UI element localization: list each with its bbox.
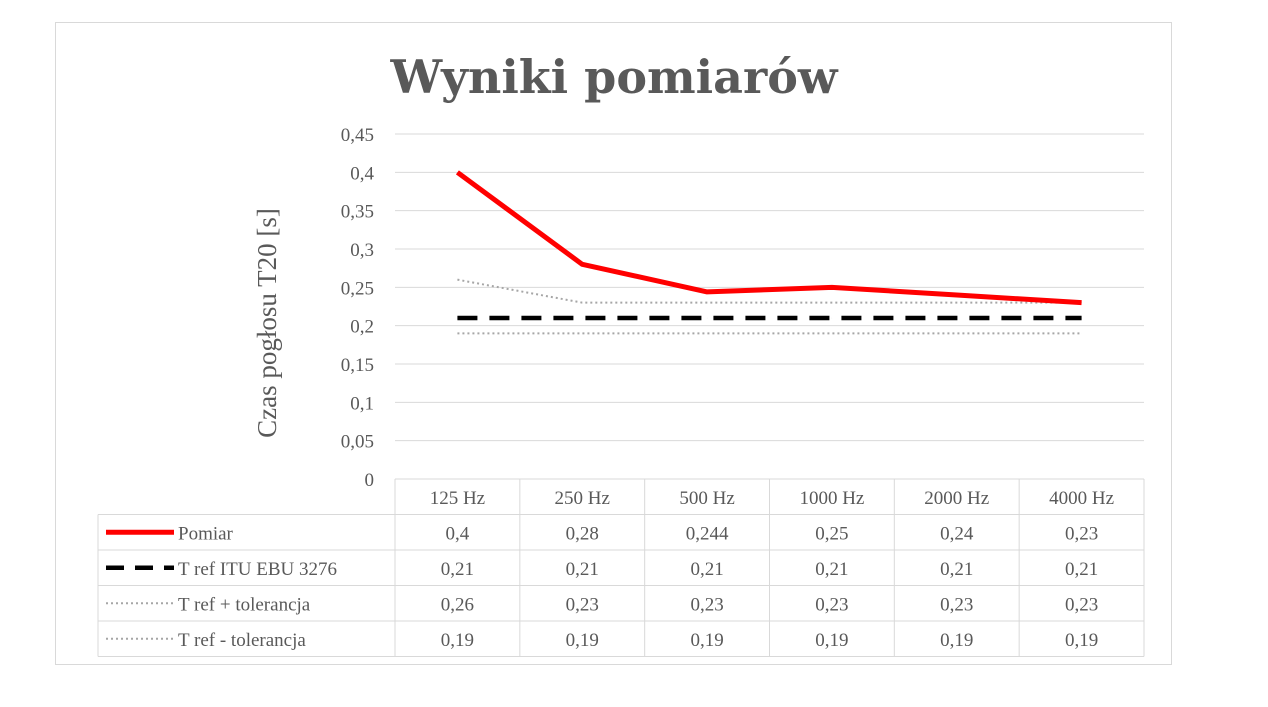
data-label: 0,21 — [815, 559, 848, 580]
data-label: 0,244 — [686, 523, 729, 544]
y-tick-label: 0,25 — [341, 278, 374, 299]
line-chart: Wyniki pomiarów Czas pogłosu T20 [s] 0 0,… — [97, 50, 1145, 657]
y-tick-label: 0,1 — [350, 393, 374, 414]
y-axis-label: Czas pogłosu T20 [s] — [252, 208, 282, 438]
legend-label: Pomiar — [178, 523, 234, 544]
x-tick-label: 2000 Hz — [924, 488, 989, 509]
x-tick-label: 4000 Hz — [1049, 488, 1114, 509]
data-label: 0,19 — [566, 630, 599, 651]
x-tick-label: 1000 Hz — [799, 488, 864, 509]
data-label: 0,19 — [815, 630, 848, 651]
data-label: 0,21 — [690, 559, 723, 580]
y-tick-label: 0,05 — [341, 432, 374, 453]
data-label: 0,23 — [1065, 594, 1098, 615]
y-tick-label: 0,35 — [341, 202, 374, 223]
data-table: 125 Hz 250 Hz 500 Hz 1000 Hz 2000 Hz 4000 Hz P… — [97, 478, 1145, 657]
y-tick-label: 0,4 — [350, 163, 374, 184]
data-label: 0,23 — [690, 594, 723, 615]
series-line-1 — [455, 170, 1082, 306]
data-label: 0,23 — [566, 594, 599, 615]
y-tick-label: 0,45 — [341, 125, 374, 146]
data-label: 0,19 — [690, 630, 723, 651]
data-label: 0,23 — [815, 594, 848, 615]
legend-label: T ref + tolerancja — [178, 594, 311, 615]
data-label: 0,24 — [940, 523, 974, 544]
data-label: 0,23 — [940, 594, 973, 615]
x-tick-label: 250 Hz — [555, 488, 610, 509]
data-label: 0,21 — [940, 559, 973, 580]
data-label: 0,26 — [441, 594, 474, 615]
legend-label: T ref ITU EBU 3276 — [178, 559, 337, 580]
series-line-3 — [457, 278, 1082, 304]
data-label: 0,21 — [566, 559, 599, 580]
data-label: 0,19 — [1065, 630, 1098, 651]
y-tick-label: 0,2 — [350, 317, 374, 338]
legend-label: T ref - tolerancja — [178, 630, 306, 651]
data-label: 0,21 — [1065, 559, 1098, 580]
data-label: 0,25 — [815, 523, 848, 544]
chart-area: Wyniki pomiarów Czas pogłosu T20 [s] 0 0,… — [55, 22, 1172, 665]
y-tick-label: 0,15 — [341, 355, 374, 376]
data-label: 0,19 — [441, 630, 474, 651]
data-label: 0,4 — [446, 523, 470, 544]
data-label: 0,19 — [940, 630, 973, 651]
data-label: 0,21 — [441, 559, 474, 580]
y-tick-label: 0,3 — [350, 240, 374, 261]
x-tick-label: 125 Hz — [430, 488, 485, 509]
data-label: 0,28 — [566, 523, 599, 544]
chart-title: Wyniki pomiarów — [390, 50, 839, 104]
y-tick-label: 0 — [365, 470, 375, 491]
series-lines — [455, 170, 1082, 335]
data-label: 0,23 — [1065, 523, 1098, 544]
x-tick-label: 500 Hz — [679, 488, 734, 509]
y-tick-labels: 0 0,05 0,1 0,15 0,2 0,25 0,3 0,35 0,4 0,45 — [341, 125, 375, 491]
